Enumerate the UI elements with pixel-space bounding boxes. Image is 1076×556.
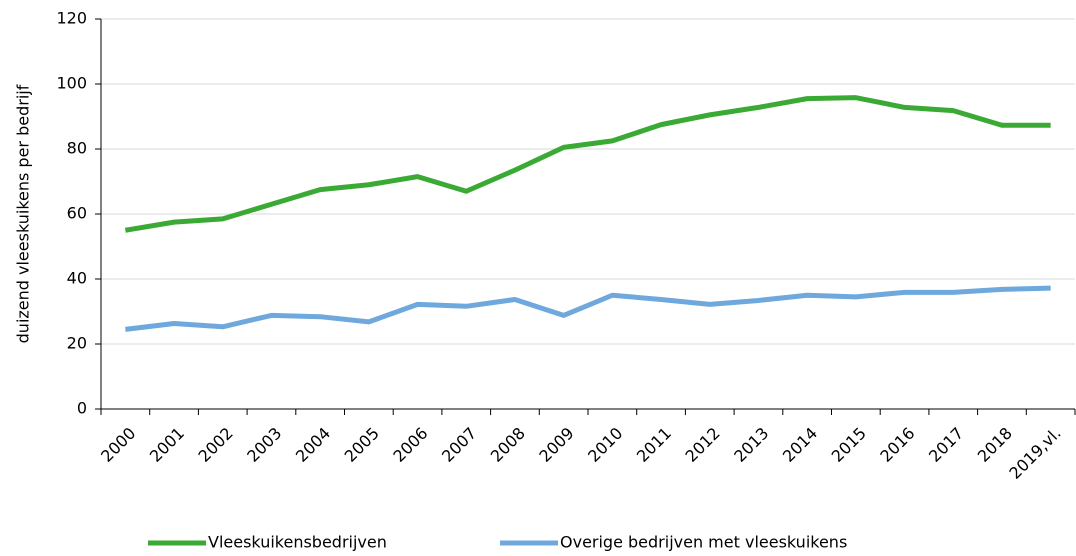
x-tick-label: 2016 bbox=[876, 424, 918, 466]
x-tick-label: 2003 bbox=[243, 424, 285, 466]
x-tick-label: 2002 bbox=[195, 424, 237, 466]
y-tick-label: 120 bbox=[56, 9, 87, 28]
y-tick-label: 40 bbox=[67, 269, 87, 288]
x-tick-label: 2012 bbox=[682, 424, 724, 466]
legend-label: Vleeskuikensbedrijven bbox=[208, 533, 387, 552]
x-tick-label: 2009 bbox=[535, 424, 577, 466]
x-tick-label: 2008 bbox=[487, 424, 529, 466]
x-tick-label: 2005 bbox=[341, 424, 383, 466]
x-tick-label: 2013 bbox=[730, 424, 772, 466]
y-tick-label: 60 bbox=[67, 204, 87, 223]
x-tick-label: 2019,vl. bbox=[1005, 424, 1064, 483]
x-tick-label: 2011 bbox=[633, 424, 675, 466]
x-tick-label: 2000 bbox=[97, 424, 139, 466]
x-tick-label: 2010 bbox=[584, 424, 626, 466]
x-tick-label: 2007 bbox=[438, 424, 480, 466]
x-tick-label: 2001 bbox=[146, 424, 188, 466]
x-tick-label: 2017 bbox=[925, 424, 967, 466]
line-series bbox=[125, 285, 1051, 332]
x-tick-label: 2006 bbox=[389, 424, 431, 466]
x-tick-label: 2004 bbox=[292, 424, 334, 466]
y-tick-label: 0 bbox=[77, 399, 87, 418]
y-tick-label: 100 bbox=[56, 74, 87, 93]
y-tick-label: 80 bbox=[67, 139, 87, 158]
x-tick-label: 2018 bbox=[974, 424, 1016, 466]
x-tick-label: 2015 bbox=[828, 424, 870, 466]
y-tick-label: 20 bbox=[67, 334, 87, 353]
x-tick-label: 2014 bbox=[779, 424, 821, 466]
legend-label: Overige bedrijven met vleeskuikens bbox=[560, 533, 847, 552]
line-series bbox=[124, 95, 1051, 233]
y-axis-label: duizend vleeskuikens per bedrijf bbox=[14, 84, 33, 343]
